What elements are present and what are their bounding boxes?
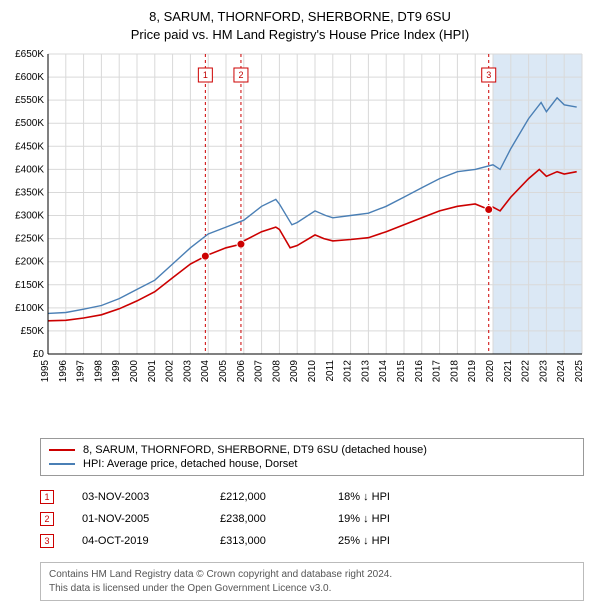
svg-text:2007: 2007 xyxy=(254,360,265,383)
svg-text:2010: 2010 xyxy=(307,360,318,383)
legend-row: HPI: Average price, detached house, Dors… xyxy=(49,457,575,471)
svg-text:2017: 2017 xyxy=(432,360,443,383)
svg-text:2003: 2003 xyxy=(182,360,193,383)
sale-price: £212,000 xyxy=(220,491,310,503)
svg-text:£500K: £500K xyxy=(15,119,44,130)
sale-date: 03-NOV-2003 xyxy=(82,491,192,503)
footnote-line-1: Contains HM Land Registry data © Crown c… xyxy=(49,568,575,582)
svg-text:2016: 2016 xyxy=(414,360,425,383)
svg-text:£300K: £300K xyxy=(15,211,44,222)
svg-text:£150K: £150K xyxy=(15,280,44,291)
svg-text:2009: 2009 xyxy=(289,360,300,383)
svg-text:£0: £0 xyxy=(33,349,45,360)
legend-label: 8, SARUM, THORNFORD, SHERBORNE, DT9 6SU … xyxy=(83,444,427,456)
sale-diff: 19% ↓ HPI xyxy=(338,513,438,525)
sales-row: 1 03-NOV-2003 £212,000 18% ↓ HPI xyxy=(40,486,584,508)
svg-text:2008: 2008 xyxy=(271,360,282,383)
sale-price: £238,000 xyxy=(220,513,310,525)
sales-row: 2 01-NOV-2005 £238,000 19% ↓ HPI xyxy=(40,508,584,530)
svg-text:£650K: £650K xyxy=(15,50,44,60)
sale-marker: 3 xyxy=(40,534,54,548)
svg-text:2021: 2021 xyxy=(503,360,514,383)
svg-text:1: 1 xyxy=(203,70,208,80)
sales-row: 3 04-OCT-2019 £313,000 25% ↓ HPI xyxy=(40,530,584,552)
sale-diff: 25% ↓ HPI xyxy=(338,535,438,547)
svg-text:2006: 2006 xyxy=(236,360,247,383)
svg-text:2002: 2002 xyxy=(165,360,176,383)
svg-text:1995: 1995 xyxy=(40,360,51,383)
svg-text:2015: 2015 xyxy=(396,360,407,383)
legend-label: HPI: Average price, detached house, Dors… xyxy=(83,458,297,470)
svg-text:£100K: £100K xyxy=(15,303,44,314)
svg-text:2024: 2024 xyxy=(556,360,567,383)
sale-date: 04-OCT-2019 xyxy=(82,535,192,547)
svg-text:2005: 2005 xyxy=(218,360,229,383)
svg-text:2004: 2004 xyxy=(200,360,211,383)
svg-text:2018: 2018 xyxy=(449,360,460,383)
sales-table: 1 03-NOV-2003 £212,000 18% ↓ HPI 2 01-NOV-200… xyxy=(40,486,584,552)
sale-marker: 1 xyxy=(40,490,54,504)
chart-svg: £0 £50K £100K £150K £200K £250K £300K £350K £400… xyxy=(0,50,600,430)
footnote-box: Contains HM Land Registry data © Crown c… xyxy=(40,562,584,601)
svg-text:1997: 1997 xyxy=(76,360,87,383)
svg-text:£450K: £450K xyxy=(15,142,44,153)
svg-text:2020: 2020 xyxy=(485,360,496,383)
svg-text:2014: 2014 xyxy=(378,360,389,383)
svg-text:£600K: £600K xyxy=(15,72,44,83)
legend-swatch xyxy=(49,449,75,451)
svg-text:£250K: £250K xyxy=(15,234,44,245)
sale-date: 01-NOV-2005 xyxy=(82,513,192,525)
svg-text:3: 3 xyxy=(486,70,491,80)
legend-swatch xyxy=(49,463,75,465)
svg-text:2000: 2000 xyxy=(129,360,140,383)
svg-text:2022: 2022 xyxy=(521,360,532,383)
svg-text:2013: 2013 xyxy=(360,360,371,383)
svg-text:2: 2 xyxy=(238,70,243,80)
legend-box: 8, SARUM, THORNFORD, SHERBORNE, DT9 6SU … xyxy=(40,438,584,476)
chart-area: £0 £50K £100K £150K £200K £250K £300K £350K £400… xyxy=(0,50,600,430)
svg-text:2012: 2012 xyxy=(343,360,354,383)
sale-price: £313,000 xyxy=(220,535,310,547)
chart-title-block: 8, SARUM, THORNFORD, SHERBORNE, DT9 6SU … xyxy=(0,0,600,50)
legend-row: 8, SARUM, THORNFORD, SHERBORNE, DT9 6SU … xyxy=(49,443,575,457)
svg-text:£50K: £50K xyxy=(21,326,45,337)
svg-text:£200K: £200K xyxy=(15,257,44,268)
svg-text:£400K: £400K xyxy=(15,165,44,176)
svg-text:£350K: £350K xyxy=(15,188,44,199)
svg-text:2019: 2019 xyxy=(467,360,478,383)
title-line-1: 8, SARUM, THORNFORD, SHERBORNE, DT9 6SU xyxy=(0,8,600,26)
title-line-2: Price paid vs. HM Land Registry's House … xyxy=(0,26,600,44)
svg-text:2011: 2011 xyxy=(325,360,336,382)
footnote-line-2: This data is licensed under the Open Gov… xyxy=(49,582,575,596)
svg-text:1996: 1996 xyxy=(58,360,69,383)
svg-text:1998: 1998 xyxy=(93,360,104,383)
svg-text:2023: 2023 xyxy=(538,360,549,383)
sale-marker: 2 xyxy=(40,512,54,526)
svg-text:2001: 2001 xyxy=(147,360,158,383)
svg-text:2025: 2025 xyxy=(574,360,585,383)
svg-text:£550K: £550K xyxy=(15,96,44,107)
svg-text:1999: 1999 xyxy=(111,360,122,383)
sale-diff: 18% ↓ HPI xyxy=(338,491,438,503)
